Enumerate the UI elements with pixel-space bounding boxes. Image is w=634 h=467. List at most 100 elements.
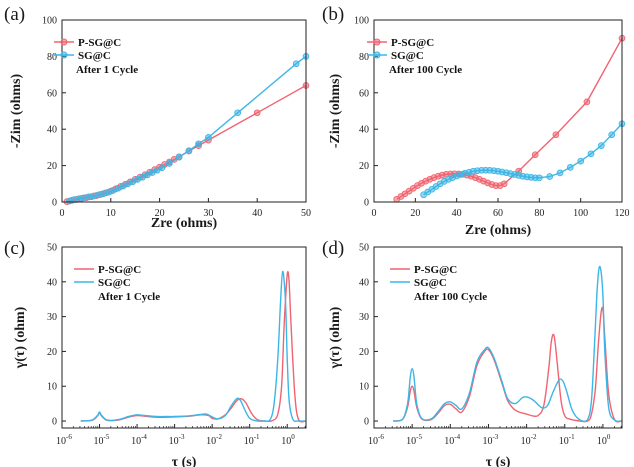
y-tick-label: 50 <box>47 243 57 254</box>
data-point <box>175 153 183 161</box>
y-tick-label: 0 <box>52 417 57 428</box>
y-tick-label: 40 <box>359 125 369 136</box>
annotation-text: After 100 Cycle <box>389 64 462 76</box>
legend-label: SG@C <box>414 277 447 289</box>
axis-frame <box>61 19 307 203</box>
x-tick-label: 10-5 <box>94 433 110 447</box>
x-tick-label: 80 <box>534 208 544 219</box>
y-tick-label: 40 <box>359 277 369 288</box>
legend: P-SG@CSG@C After 100 Cycle <box>367 37 462 76</box>
y-tick-label: 30 <box>359 312 369 323</box>
data-point <box>583 98 591 106</box>
x-tick-label: 10-4 <box>444 433 460 447</box>
x-tick-label: 120 <box>615 208 630 219</box>
x-tick-label: 40 <box>452 208 462 219</box>
axis-frame <box>373 246 623 429</box>
axis-frame <box>61 246 307 429</box>
legend: P-SG@CSG@C After 1 Cycle <box>74 264 160 303</box>
y-tick-label: 80 <box>359 52 369 63</box>
series-line-sg-c <box>69 55 306 202</box>
x-tick-label: 10-1 <box>244 433 260 447</box>
panel-label: (b) <box>322 4 344 25</box>
legend-label: P-SG@C <box>78 37 121 49</box>
panel-b: (b) 0 20 40 60 80 100 120 0 20 40 60 80 100 Zre (ohms)… <box>322 4 630 238</box>
series-line-sg-c <box>423 123 622 196</box>
annotation-text: After 100 Cycle <box>414 291 487 303</box>
panel-label: (d) <box>322 238 344 259</box>
x-tick-label: 10 <box>106 208 116 219</box>
data-point <box>500 180 508 188</box>
legend-label: P-SG@C <box>414 264 457 276</box>
data-point <box>234 109 242 117</box>
series-line-sg-c <box>392 265 622 423</box>
y-tick-label: 30 <box>47 312 57 323</box>
x-tick-label: 100 <box>281 433 295 447</box>
legend-label: SG@C <box>98 277 131 289</box>
data-point <box>556 169 564 177</box>
data-point <box>546 173 554 180</box>
x-tick-label: 10-2 <box>206 433 222 447</box>
series-line-sg-c <box>80 270 306 423</box>
y-tick-label: 100 <box>42 16 57 27</box>
y-tick-label: 100 <box>354 16 369 27</box>
x-tick-label: 10-5 <box>406 433 422 447</box>
series-line-p-sg-c <box>66 84 306 202</box>
legend-label: SG@C <box>391 50 424 62</box>
x-tick-label: 10-3 <box>482 433 498 447</box>
x-tick-label: 10-6 <box>56 433 72 447</box>
y-tick-label: 0 <box>364 198 369 209</box>
panel-d: (d) 10-6 10-5 10-4 10-3 10-2 10-1 100 0 10 20 30 40 5… <box>322 238 623 467</box>
x-tick-label: 50 <box>301 208 311 219</box>
y-tick-label: 10 <box>47 382 57 393</box>
x-axis-title: τ (s) <box>486 455 511 467</box>
x-tick-label: 10-2 <box>521 433 537 447</box>
data-point <box>292 60 300 68</box>
data-point <box>158 164 166 171</box>
legend: P-SG@CSG@C After 1 Cycle <box>54 37 138 76</box>
data-point <box>587 150 595 158</box>
x-tick-label: 100 <box>573 208 588 219</box>
x-tick-label: 10-6 <box>368 433 384 447</box>
legend-marker <box>373 38 381 46</box>
x-tick-label: 20 <box>410 208 420 219</box>
x-axis-title: Zre (ohms) <box>465 223 532 238</box>
y-axis-title: γ(τ) (ohm) <box>13 306 28 369</box>
data-point <box>552 131 560 139</box>
y-tick-label: 50 <box>359 243 369 254</box>
x-tick-label: 10-3 <box>169 433 185 447</box>
panel-a: (a) 0 10 20 30 40 50 0 20 40 60 80 100 Zre (ohms) -Zim… <box>4 4 311 231</box>
data-point <box>185 147 193 155</box>
legend-marker <box>60 51 68 59</box>
y-tick-label: 80 <box>47 52 57 63</box>
y-tick-label: 0 <box>52 198 57 209</box>
data-point <box>253 109 261 117</box>
x-tick-label: 10-1 <box>559 433 575 447</box>
y-tick-label: 60 <box>359 88 369 99</box>
x-axis-title: τ (s) <box>172 455 197 467</box>
y-tick-label: 20 <box>47 347 57 358</box>
data-point <box>597 142 605 149</box>
annotation-text: After 1 Cycle <box>98 291 160 303</box>
y-tick-label: 20 <box>359 347 369 358</box>
x-tick-label: 0 <box>60 208 65 219</box>
y-tick-label: 0 <box>364 417 369 428</box>
y-tick-label: 20 <box>47 161 57 172</box>
legend-label: P-SG@C <box>98 264 141 276</box>
data-point <box>205 134 212 141</box>
y-tick-label: 10 <box>359 382 369 393</box>
data-point <box>195 140 202 148</box>
x-tick-label: 40 <box>252 208 262 219</box>
data-point <box>608 131 616 139</box>
data-point <box>566 164 574 171</box>
data-point <box>535 174 543 182</box>
x-axis-title: Zre (ohms) <box>151 216 218 231</box>
annotation-text: After 1 Cycle <box>76 64 138 76</box>
x-tick-label: 20 <box>155 208 165 219</box>
x-tick-label: 30 <box>203 208 213 219</box>
panel-label: (a) <box>4 4 25 25</box>
panel-label: (c) <box>4 238 25 259</box>
x-tick-label: 10-4 <box>131 433 147 447</box>
legend: P-SG@CSG@C After 100 Cycle <box>390 264 487 303</box>
panel-c: (c) 10-6 10-5 10-4 10-3 10-2 10-1 100 0 10 20 30 40 5… <box>4 238 307 467</box>
